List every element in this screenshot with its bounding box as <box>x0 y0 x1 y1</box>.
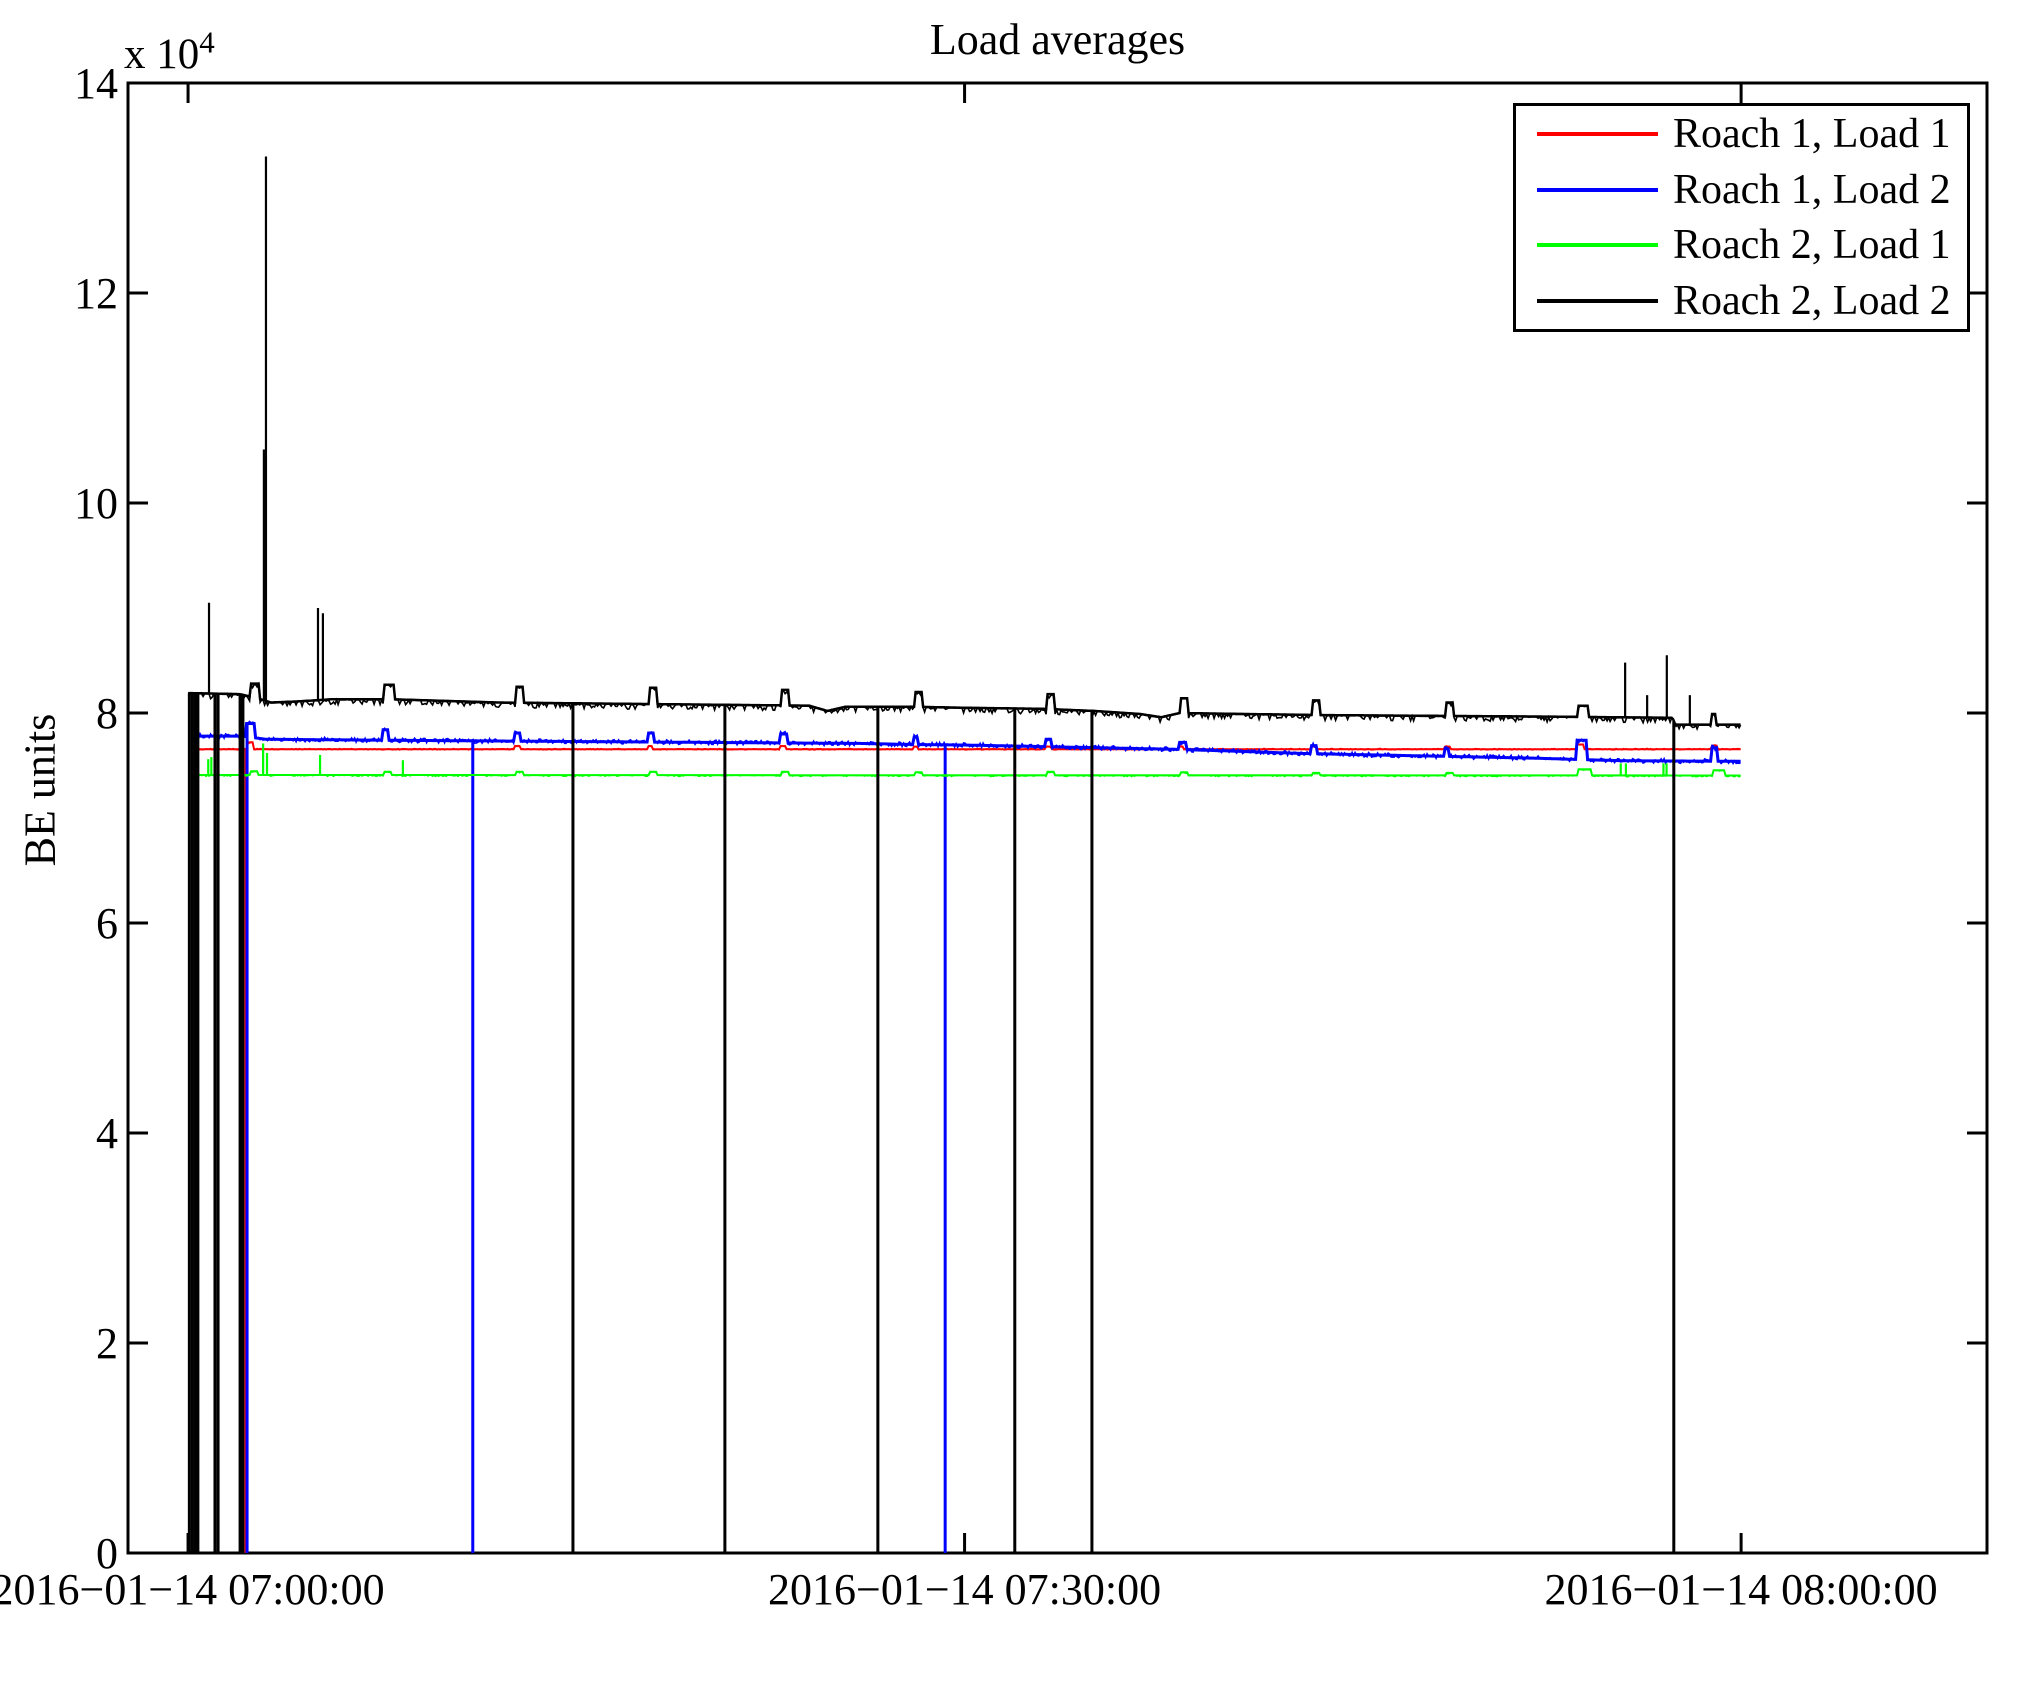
legend-entry: Roach 2, Load 2 <box>1516 275 1967 327</box>
series-line <box>197 768 1741 777</box>
legend-line-sample <box>1537 243 1658 248</box>
series-line <box>188 682 1741 726</box>
legend-entry: Roach 1, Load 2 <box>1516 164 1967 216</box>
y-tick-label: 2 <box>96 1319 118 1368</box>
y-tick-label: 6 <box>96 899 118 948</box>
x-tick-label: 2016−01−14 07:00:00 <box>0 1565 385 1614</box>
series-roach-2-load-2 <box>187 156 1742 1553</box>
y-tick-label: 0 <box>96 1529 118 1578</box>
legend: Roach 1, Load 1 Roach 1, Load 2 Roach 2,… <box>1513 103 1970 332</box>
legend-entry-label: Roach 1, Load 2 <box>1673 166 1951 213</box>
series-line <box>197 741 1741 751</box>
series-roach-1-load-2 <box>196 720 1742 1553</box>
y-tick-label: 8 <box>96 689 118 738</box>
legend-line-sample <box>1537 131 1658 136</box>
series-roach-2-load-1 <box>196 743 1742 778</box>
legend-entry: Roach 2, Load 1 <box>1516 219 1967 271</box>
y-axis-label: BE units <box>15 713 65 867</box>
legend-entry: Roach 1, Load 1 <box>1516 108 1967 160</box>
y-tick-label: 12 <box>74 269 118 318</box>
y-tick-label: 10 <box>74 479 118 528</box>
legend-line-sample <box>1537 187 1658 192</box>
y-axis-exponent-label: x 104 <box>124 27 215 79</box>
x-tick-label: 2016−01−14 08:00:00 <box>1545 1565 1938 1614</box>
y-tick-label: 4 <box>96 1109 118 1158</box>
series-line <box>197 722 1741 763</box>
legend-entry-label: Roach 2, Load 1 <box>1673 222 1951 269</box>
legend-entry-label: Roach 2, Load 2 <box>1673 278 1951 325</box>
legend-entry-label: Roach 1, Load 1 <box>1673 110 1951 157</box>
x-tick-label: 2016−01−14 07:30:00 <box>768 1565 1161 1614</box>
y-axis-exponent-prefix: x 10 <box>124 31 200 78</box>
y-axis-exponent-value: 4 <box>199 24 215 60</box>
chart-title: Load averages <box>929 15 1186 64</box>
legend-line-sample <box>1537 299 1658 304</box>
y-tick-label: 14 <box>74 59 118 108</box>
